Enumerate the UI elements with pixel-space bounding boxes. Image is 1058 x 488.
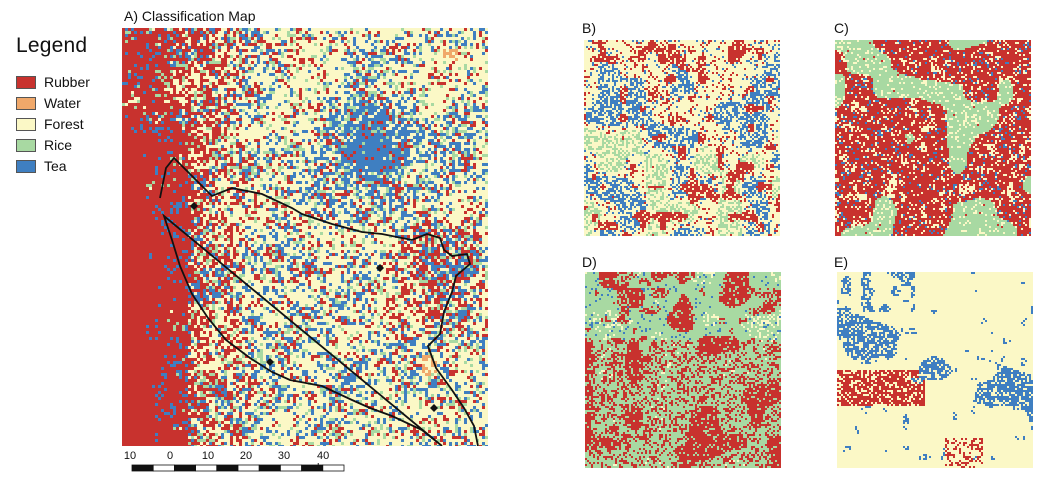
sample-site-marker bbox=[266, 358, 274, 366]
legend-swatch-tea bbox=[16, 159, 36, 173]
legend-label: Rubber bbox=[44, 74, 90, 90]
legend-title: Legend bbox=[16, 34, 88, 57]
legend-item-water: Water bbox=[16, 93, 112, 113]
landcover-tea bbox=[584, 40, 780, 236]
legend-swatch-forest bbox=[16, 117, 36, 131]
landcover-rubber bbox=[122, 28, 488, 446]
scale-label: 0 bbox=[166, 450, 174, 462]
main-map-raster bbox=[122, 28, 488, 446]
detail-panel-c bbox=[835, 40, 1031, 236]
legend-swatch-rice bbox=[16, 138, 36, 152]
scale-label: 30 bbox=[277, 450, 291, 462]
landcover-rubber bbox=[835, 40, 1031, 236]
legend-label: Tea bbox=[44, 158, 67, 174]
scale-segment bbox=[237, 464, 260, 472]
scale-segment bbox=[322, 464, 345, 472]
detail-panel-d bbox=[585, 272, 781, 468]
province-boundary bbox=[159, 156, 479, 446]
scale-label: 10 bbox=[123, 450, 137, 462]
sample-site-marker bbox=[376, 264, 384, 272]
legend-label: Rice bbox=[44, 137, 73, 153]
scale-label: 10 bbox=[201, 450, 215, 462]
landcover-rubber bbox=[584, 40, 780, 236]
classification-map bbox=[122, 28, 488, 446]
panel-c-raster bbox=[835, 40, 1031, 236]
panel-b-label: B) bbox=[582, 20, 596, 36]
landcover-rubber bbox=[837, 370, 983, 468]
detail-panel-b bbox=[584, 40, 780, 236]
scale-segment bbox=[258, 464, 281, 472]
scale-segment bbox=[216, 464, 239, 472]
landcover-tea bbox=[837, 272, 1033, 460]
panel-d-raster bbox=[585, 272, 781, 468]
main-map-title: A) Classification Map bbox=[124, 8, 256, 24]
scale-segment bbox=[174, 464, 197, 472]
landcover-rubber bbox=[585, 272, 781, 468]
map-legend: Legend Rubber Water Forest Rice Tea bbox=[16, 34, 112, 177]
legend-item-rice: Rice bbox=[16, 135, 112, 155]
scale-segment bbox=[152, 464, 175, 472]
landcover-rice bbox=[122, 28, 488, 446]
scale-segment bbox=[131, 464, 154, 472]
sample-site-marker bbox=[190, 202, 198, 210]
scale-segment bbox=[301, 464, 324, 472]
legend-label: Forest bbox=[44, 116, 84, 132]
legend-items: Rubber Water Forest Rice Tea bbox=[16, 72, 112, 176]
scale-label: 20 bbox=[239, 450, 253, 462]
landcover-rice bbox=[584, 128, 780, 236]
scale-bar-graphic bbox=[131, 464, 345, 472]
legend-item-forest: Forest bbox=[16, 114, 112, 134]
scale-segment bbox=[279, 464, 302, 472]
panel-d-label: D) bbox=[582, 254, 597, 270]
legend-swatch-rubber bbox=[16, 75, 36, 89]
sample-site-marker bbox=[430, 404, 438, 412]
legend-item-rubber: Rubber bbox=[16, 72, 112, 92]
scale-segment bbox=[195, 464, 218, 472]
legend-swatch-water bbox=[16, 96, 36, 110]
legend-item-tea: Tea bbox=[16, 156, 112, 176]
panel-e-raster bbox=[837, 272, 1033, 468]
landcover-rice bbox=[585, 272, 781, 468]
panel-b-raster bbox=[584, 40, 780, 236]
panel-e-label: E) bbox=[834, 254, 848, 270]
landcover-rice bbox=[835, 40, 1031, 236]
legend-label: Water bbox=[44, 95, 81, 111]
detail-panel-e bbox=[837, 272, 1033, 468]
panel-c-label: C) bbox=[834, 20, 849, 36]
